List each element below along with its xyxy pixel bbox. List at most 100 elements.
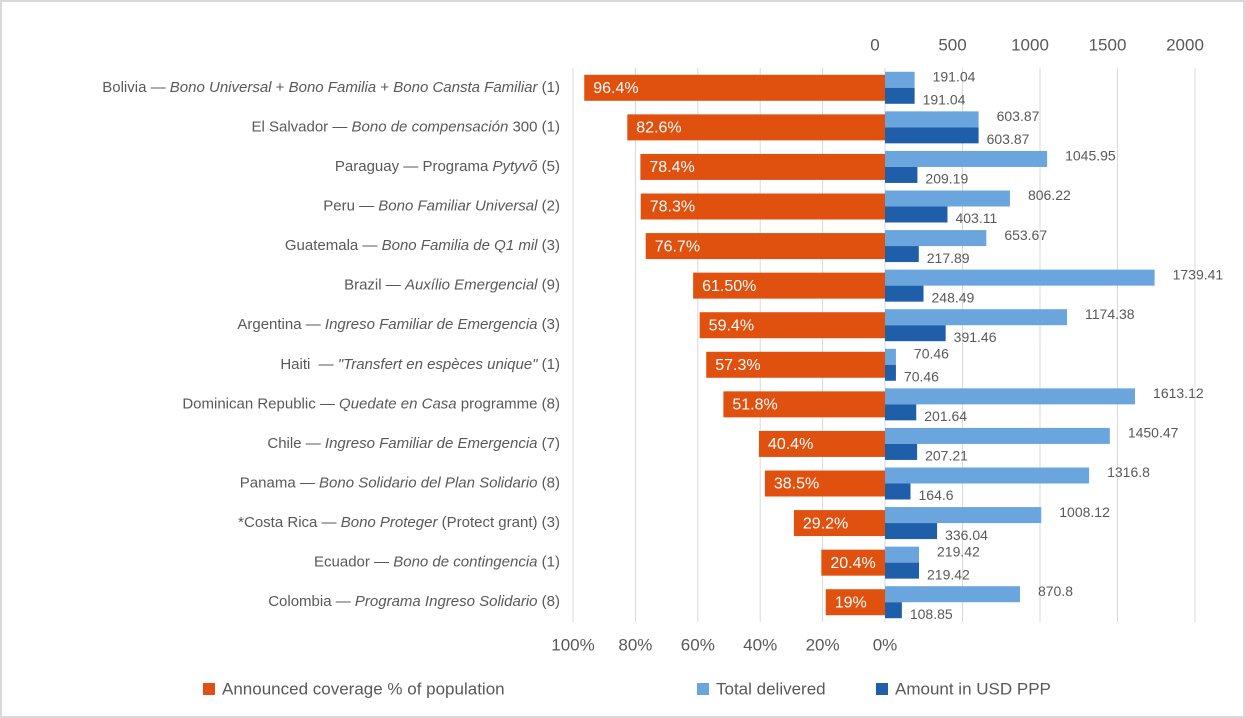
bar-value-label: 70.46 <box>904 368 939 384</box>
category-label-part: Panama — <box>240 474 319 491</box>
amount-bar <box>885 230 987 247</box>
category-label-part: Quedate en Casa <box>339 395 457 412</box>
x2-tick-label: 1000 <box>1011 35 1049 54</box>
bar-value-label: 248.49 <box>932 289 975 305</box>
category-label: Paraguay — Programa Pytyvõ (5) <box>335 158 560 175</box>
amount-bar <box>885 348 896 365</box>
category-label-part: (1) <box>538 554 561 571</box>
x2-tick-label: 500 <box>938 35 966 54</box>
x-tick-label: 20% <box>806 635 840 654</box>
bar-value-label: 57.3% <box>715 357 760 374</box>
coverage-bar <box>793 510 885 537</box>
category-label-part: Guatemala — <box>285 237 382 254</box>
category-label-part: + <box>272 79 289 96</box>
bar-value-label: 51.8% <box>732 397 777 414</box>
coverage-bar <box>645 233 885 260</box>
category-label-part: Bono de contingencia <box>393 554 537 571</box>
category-label-part: Paraguay — Programa <box>335 158 493 175</box>
category-label: Guatemala — Bono Familia de Q1 mil (3) <box>285 237 560 254</box>
amount-bar <box>885 206 948 223</box>
category-label-part: Peru — <box>323 197 378 214</box>
category-label-part: Auxílio Emergencial <box>404 277 538 294</box>
amount-bar <box>885 483 911 500</box>
category-label-part: (8) <box>538 593 561 610</box>
amount-bar <box>885 150 1048 167</box>
category-label: *Costa Rica — Bono Proteger (Protect gra… <box>238 514 560 531</box>
category-label-part: Ecuador — <box>314 554 393 571</box>
category-label: Dominican Republic — Quedate en Casa pro… <box>182 395 560 412</box>
bar-value-label: 38.5% <box>774 476 819 493</box>
bar-value-label: 603.87 <box>997 108 1040 124</box>
category-label: Brazil — Auxílio Emergencial (9) <box>344 277 560 294</box>
category-label: Peru — Bono Familiar Universal (2) <box>323 197 560 214</box>
category-label-part: (8) <box>538 474 561 491</box>
x2-tick-label: 1500 <box>1089 35 1127 54</box>
coverage-bar <box>584 74 885 101</box>
category-label-part: programme (8) <box>457 395 560 412</box>
bar-value-label: 1450.47 <box>1128 425 1179 441</box>
bar-value-label: 59.4% <box>709 317 754 334</box>
category-label-part: Argentina — <box>237 316 325 333</box>
x2-tick-label: 0 <box>870 35 879 54</box>
category-label: Haiti — "Transfert en espèces unique" (1… <box>280 356 560 373</box>
bar-value-label: 1316.8 <box>1107 464 1150 480</box>
bar-value-label: 201.64 <box>924 408 967 424</box>
legend-label: Amount in USD PPP <box>895 679 1051 698</box>
category-label-part: (2) <box>538 197 561 214</box>
category-label-part: (1) <box>538 356 561 373</box>
category-label-part: Haiti — <box>280 356 338 373</box>
bar-value-label: 1174.38 <box>1085 306 1135 322</box>
amount-bar <box>885 404 917 421</box>
bar-value-label: 164.6 <box>919 487 954 503</box>
bar-value-label: 191.04 <box>933 68 976 84</box>
category-label-part: El Salvador — <box>251 118 351 135</box>
amount-bar <box>885 523 938 540</box>
category-label-part: *Costa Rica — <box>238 514 341 531</box>
category-label-part: Colombia — <box>268 593 355 610</box>
category-label-part: (7) <box>538 435 561 452</box>
bar-value-label: 217.89 <box>927 250 970 266</box>
category-label-part: (9) <box>538 277 561 294</box>
category-label-part: "Transfert en espèces unique" <box>338 356 538 373</box>
amount-bar <box>885 166 918 183</box>
amount-bar <box>885 246 919 263</box>
category-label: Argentina — Ingreso Familiar de Emergenc… <box>237 316 560 333</box>
amount-bar <box>885 111 979 128</box>
category-label-part: Chile — <box>267 435 325 452</box>
amount-bar <box>885 443 918 460</box>
category-label: Colombia — Programa Ingreso Solidario (8… <box>268 593 560 610</box>
x-tick-label: 100% <box>551 635 594 654</box>
bar-value-label: 219.42 <box>937 543 980 559</box>
coverage-bar <box>821 549 885 576</box>
bar-value-label: 78.3% <box>650 199 695 216</box>
category-label-part: (3) <box>538 237 561 254</box>
bar-value-label: 19% <box>835 594 867 611</box>
bar-value-label: 653.67 <box>1004 227 1047 243</box>
category-label-part: Ingreso Familiar de Emergencia <box>325 316 538 333</box>
amount-bar <box>885 586 1020 603</box>
bar-value-label: 1613.12 <box>1153 385 1204 401</box>
bar-value-label: 1739.41 <box>1173 266 1224 282</box>
category-label: Panama — Bono Solidario del Plan Solidar… <box>240 474 560 491</box>
category-label-part: (Protect grant) (3) <box>437 514 560 531</box>
amount-bar <box>885 269 1155 286</box>
bar-value-label: 61.50% <box>702 278 756 295</box>
category-label-part: Brazil — <box>344 277 405 294</box>
legend-swatch <box>697 683 709 695</box>
bar-value-label: 391.46 <box>954 329 997 345</box>
amount-bar <box>885 190 1010 207</box>
bar-value-label: 207.21 <box>925 448 968 464</box>
coverage-bar <box>706 351 885 378</box>
amount-bar <box>885 285 924 302</box>
category-label-part: Bolivia — <box>102 79 170 96</box>
category-label-part: Dominican Republic — <box>182 395 339 412</box>
bar-value-label: 40.4% <box>768 436 813 453</box>
coverage-bar <box>693 272 885 299</box>
bar-value-label: 209.19 <box>925 171 968 187</box>
coverage-bar <box>640 193 885 220</box>
amount-bar <box>885 309 1068 326</box>
bar-value-label: 806.22 <box>1028 187 1071 203</box>
category-label-part: Bono de compensación <box>352 118 509 135</box>
bar-value-label: 76.7% <box>655 238 700 255</box>
category-label-part: 300 (1) <box>508 118 560 135</box>
